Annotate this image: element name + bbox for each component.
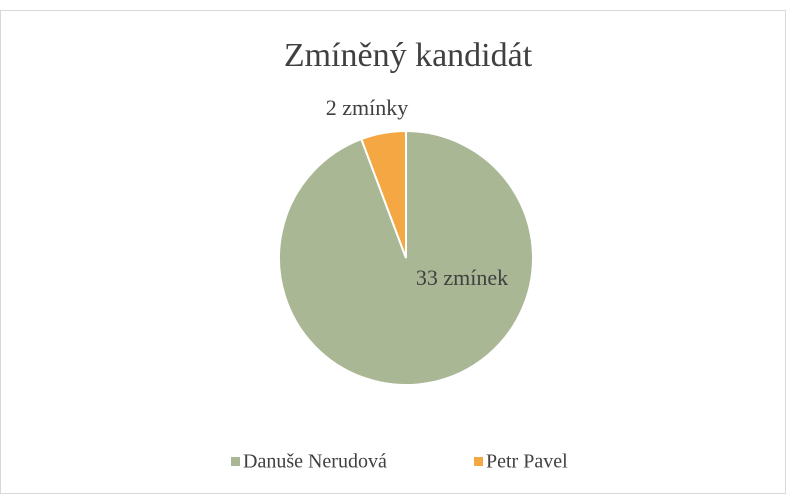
data-label: 2 zmínky [326,95,409,120]
pie-slice [360,129,407,259]
legend-label: Petr Pavel [486,451,568,473]
data-label: 33 zmínek [416,265,508,290]
chart-title: Zmíněný kandidát [284,37,533,74]
legend-swatch [231,457,240,466]
legend-swatch [474,457,483,466]
legend-label: Danuše Nerudová [243,451,387,473]
